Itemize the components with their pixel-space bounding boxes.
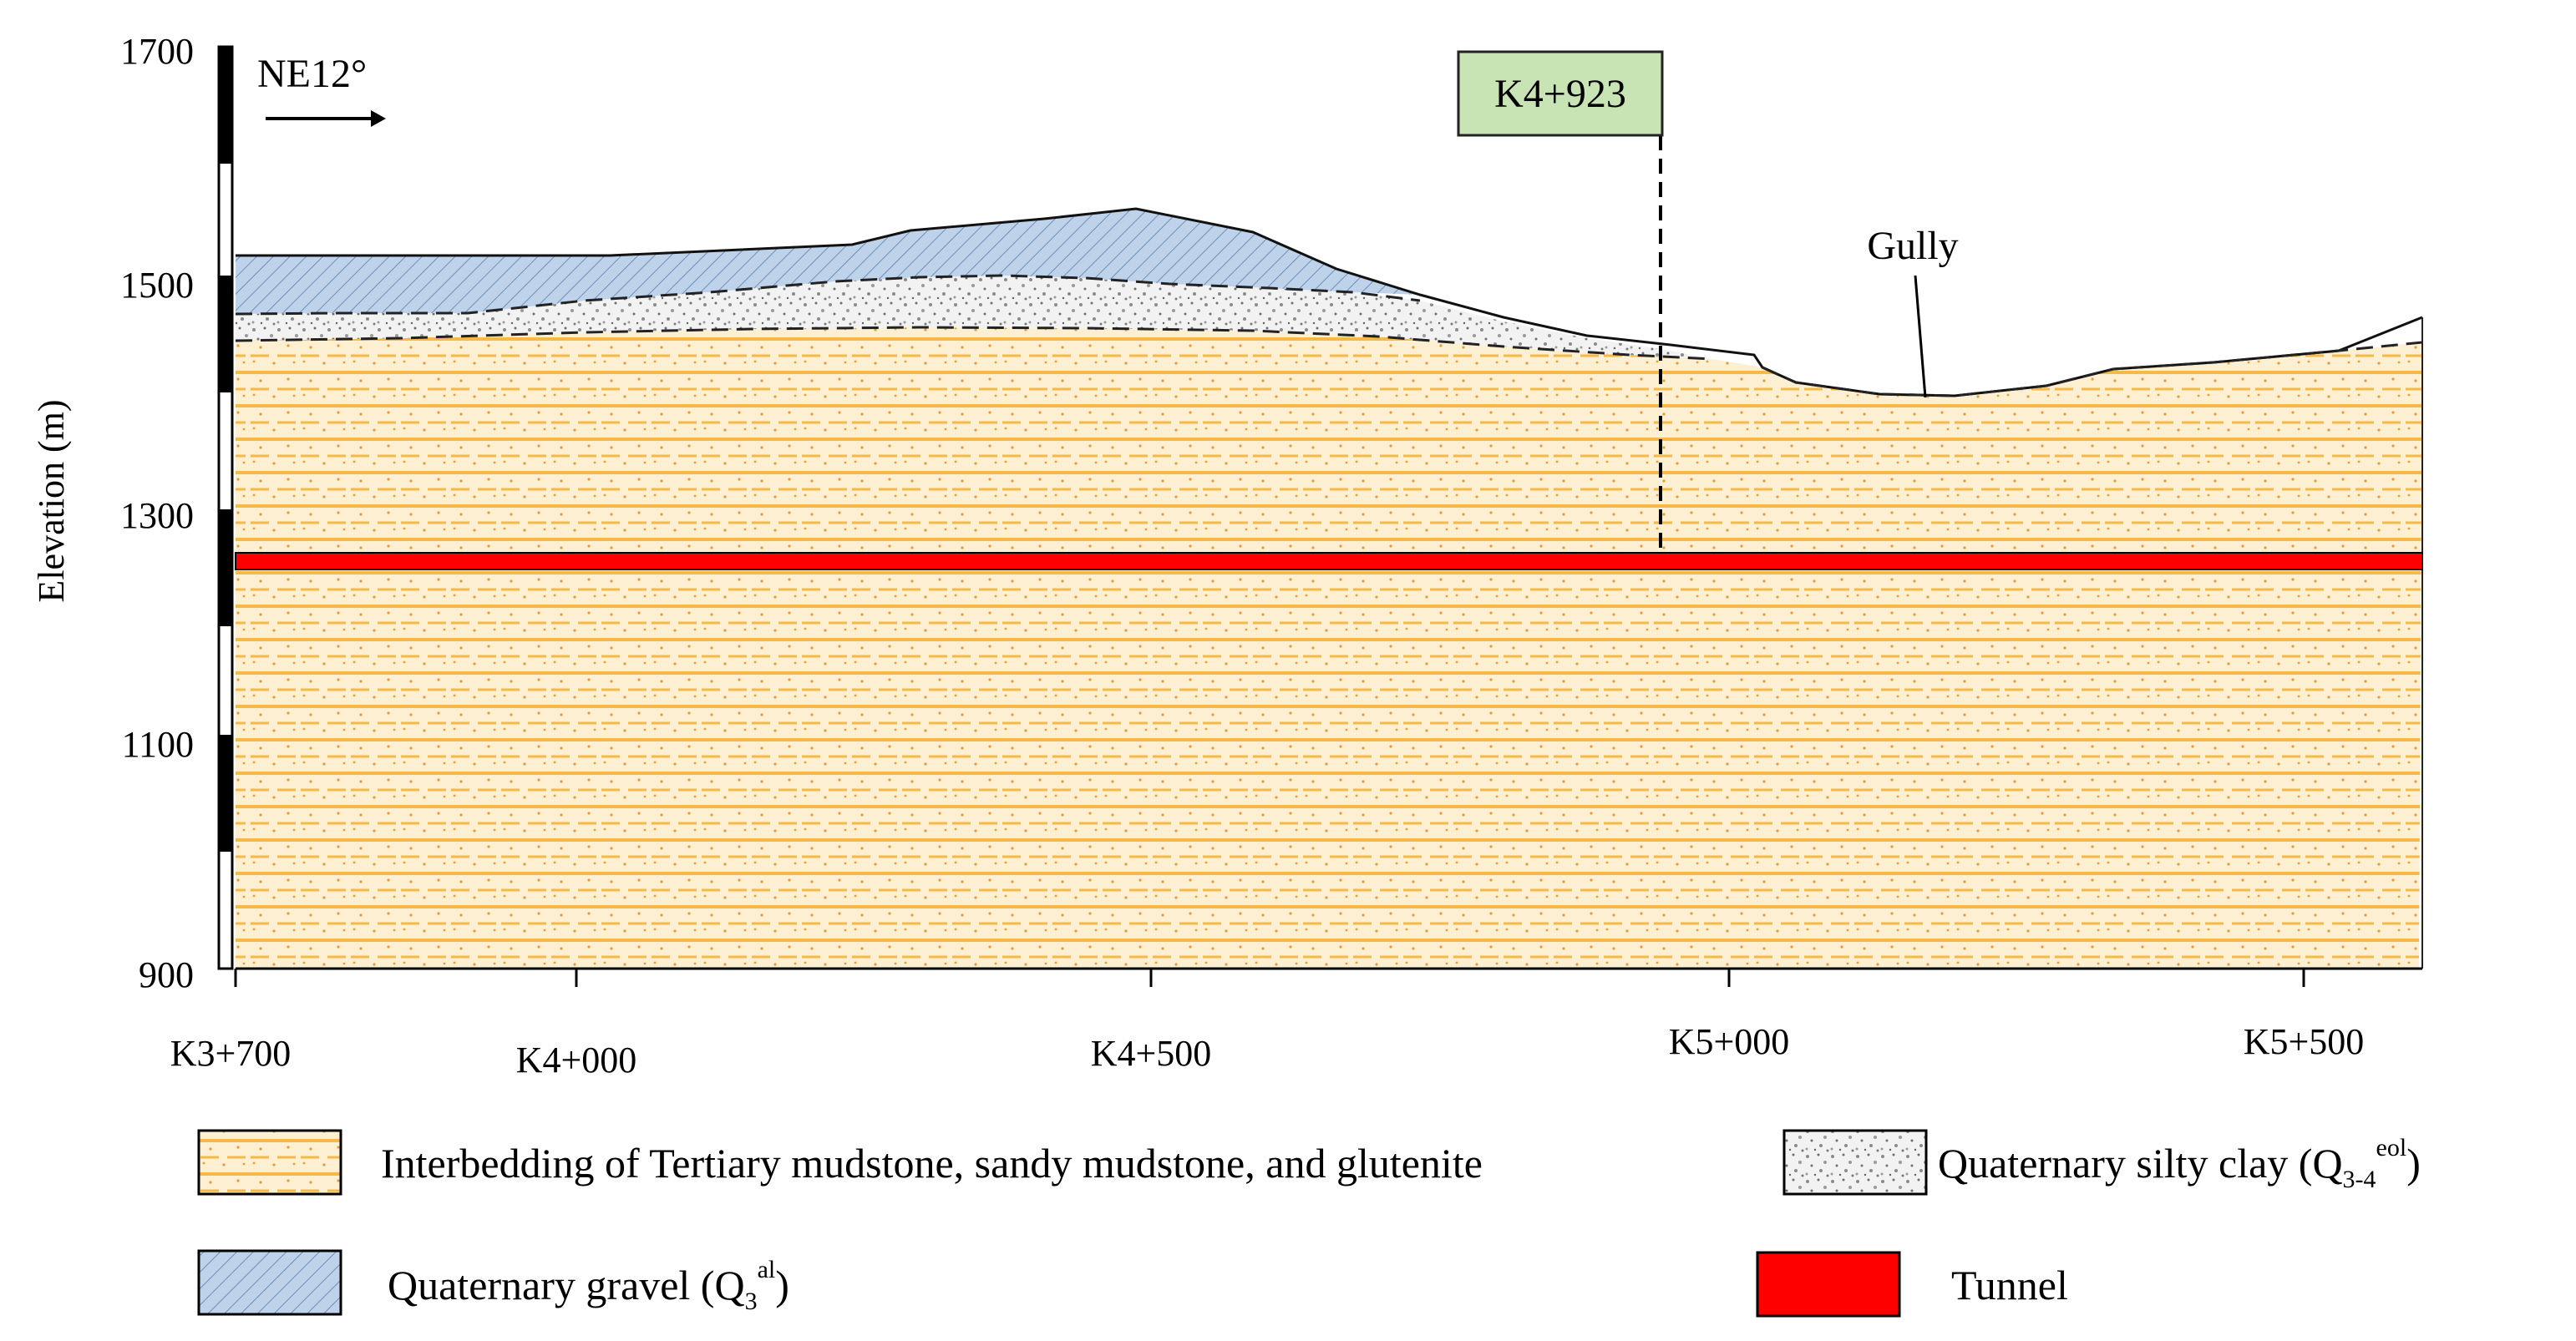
x-tick-label: K5+000	[1669, 1021, 1790, 1062]
y-tick-label: 900	[139, 954, 194, 995]
x-tick-label: K4+000	[516, 1040, 637, 1080]
legend-swatch-silty-clay	[1782, 1129, 1928, 1196]
legend-label-silty-clay: Quaternary silty clay (Q3-4eol)	[1938, 1134, 2421, 1193]
x-tick-label: K5+500	[2244, 1021, 2365, 1062]
legend-label-mudstone: Interbedding of Tertiary mudstone, sandy…	[381, 1140, 1483, 1187]
bedrock-surface-right	[1762, 341, 2423, 397]
section-marker-label: K4+923	[1494, 72, 1626, 116]
section-marker-box	[1457, 50, 1664, 137]
legend-swatch-mudstone	[197, 1129, 342, 1196]
direction-label: NE12°	[257, 52, 367, 96]
y-scale-black-4	[219, 735, 232, 852]
mudstone-layer	[236, 327, 2422, 969]
legend-swatch-tunnel	[1756, 1251, 1901, 1318]
x-tick-label: K4+500	[1091, 1033, 1212, 1074]
y-tick-label: 1100	[122, 724, 194, 765]
x-tick-label: K3+700	[170, 1033, 292, 1074]
direction-arrow-head	[371, 110, 386, 127]
gravel-layer	[236, 209, 1420, 314]
boundary-silty-mudstone	[235, 326, 1713, 361]
boundary-gravel-silty	[235, 274, 1421, 316]
y-tick-label: 1300	[120, 495, 194, 536]
legend-label-tunnel: Tunnel	[1951, 1262, 2068, 1308]
silty-clay-layer	[236, 276, 1712, 359]
legend-label-gravel: Quaternary gravel (Q3al)	[388, 1256, 789, 1315]
y-scale-black-2	[219, 276, 232, 392]
legend-swatch-gravel	[197, 1249, 342, 1316]
y-scale-black-3	[219, 509, 232, 626]
y-tick-label: 1500	[120, 265, 194, 306]
y-tick-label: 1700	[120, 31, 194, 72]
gully-label: Gully	[1867, 224, 1958, 268]
y-scale-black-1	[219, 47, 232, 164]
gully-leader-line	[1914, 275, 1927, 398]
legend: Interbedding of Tertiary mudstone, sandy…	[197, 1129, 2421, 1318]
y-axis-title: Elevation (m)	[31, 399, 72, 602]
tunnel-band	[235, 552, 2423, 570]
